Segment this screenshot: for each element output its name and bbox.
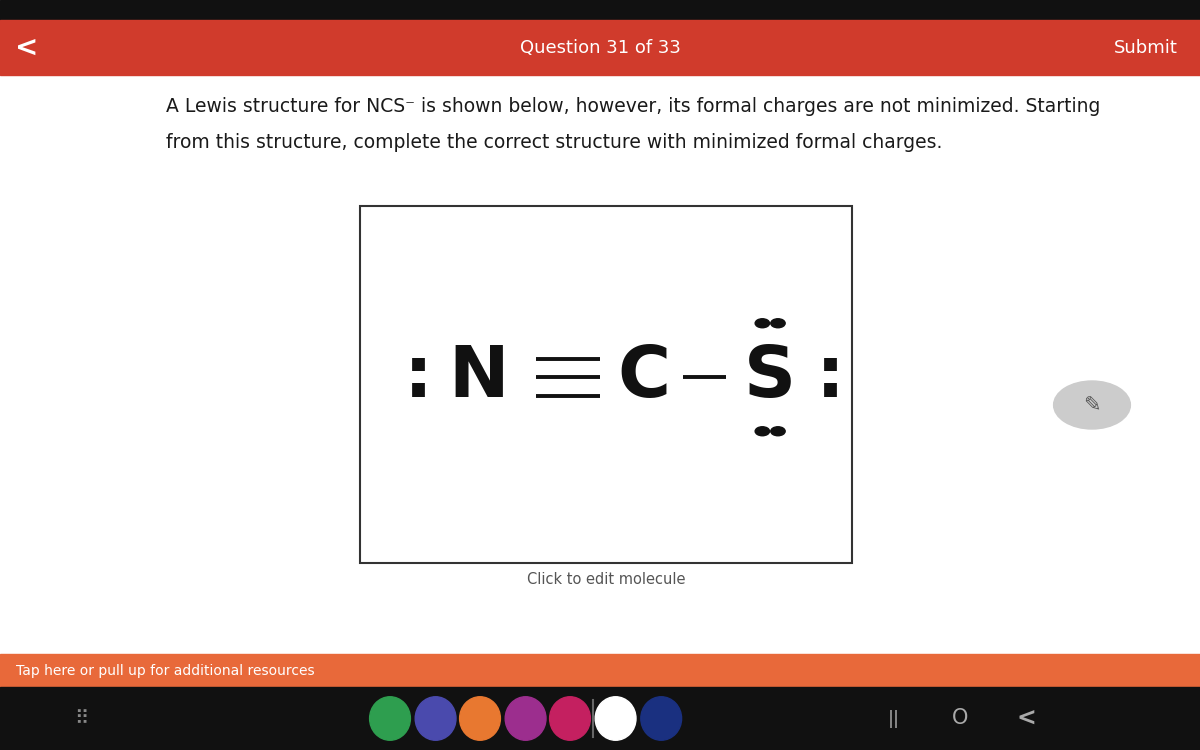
Text: ||: || (888, 710, 900, 728)
Ellipse shape (641, 697, 682, 740)
Text: from this structure, complete the correct structure with minimized formal charge: from this structure, complete the correc… (166, 133, 942, 152)
Text: Question 31 of 33: Question 31 of 33 (520, 38, 680, 57)
Circle shape (770, 427, 785, 436)
Ellipse shape (550, 697, 590, 740)
Circle shape (770, 319, 785, 328)
Bar (0, 20, 1200, 75)
Text: Tap here or pull up for additional resources: Tap here or pull up for additional resou… (16, 664, 314, 677)
Text: :: : (816, 343, 845, 412)
Text: <: < (14, 34, 38, 62)
Text: Submit: Submit (1114, 38, 1178, 57)
Text: :: : (404, 343, 433, 412)
Bar (0, 687, 1200, 750)
Text: A Lewis structure for NCS⁻ is shown below, however, its formal charges are not m: A Lewis structure for NCS⁻ is shown belo… (166, 97, 1100, 116)
Ellipse shape (460, 697, 500, 740)
Text: C: C (618, 343, 671, 412)
Text: O: O (952, 709, 968, 728)
Bar (360, 206, 852, 562)
Text: S: S (744, 343, 797, 412)
Text: <: < (1016, 706, 1036, 730)
Text: N: N (449, 343, 509, 412)
Ellipse shape (505, 697, 546, 740)
Circle shape (755, 427, 769, 436)
Text: ⠿: ⠿ (74, 709, 89, 728)
Ellipse shape (595, 697, 636, 740)
Bar (0, 654, 1200, 687)
Circle shape (755, 319, 769, 328)
Circle shape (1054, 381, 1130, 429)
Bar (0, 0, 1200, 20)
Ellipse shape (370, 697, 410, 740)
Text: ✎: ✎ (1084, 395, 1100, 415)
Ellipse shape (415, 697, 456, 740)
Text: Click to edit molecule: Click to edit molecule (527, 572, 685, 586)
